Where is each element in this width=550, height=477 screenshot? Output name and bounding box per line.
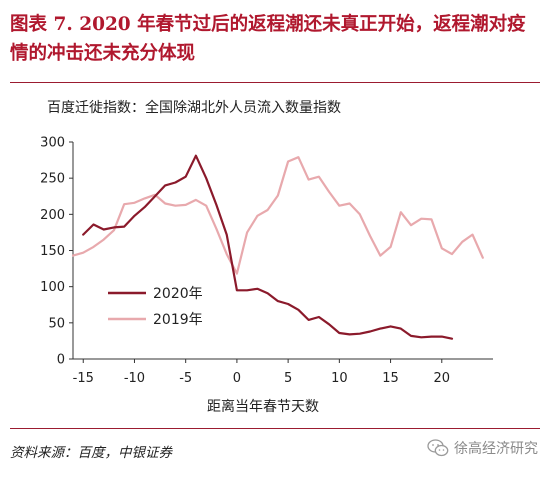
series-line-2019年	[71, 156, 484, 275]
x-tick-label: 10	[331, 371, 348, 386]
x-tick-label: 5	[284, 371, 292, 386]
x-tick-label: -5	[179, 371, 192, 386]
watermark-text: 徐高经济研究	[454, 441, 538, 457]
figure-title: 图表 7. 2020 年春节过后的返程潮还未真正开始，返程潮对疫情的冲击还未充分…	[10, 14, 526, 64]
x-tick-label: -10	[124, 371, 145, 386]
chart-legend: 2020年 2019年	[108, 286, 203, 328]
y-tick-label: 300	[40, 136, 65, 151]
chart-subtitle: 百度迁徙指数：全国除湖北外人员流入数量指数	[47, 100, 341, 116]
legend-label: 2019年	[153, 312, 203, 328]
source-note: 资料来源：百度，中银证券	[10, 445, 172, 461]
y-tick-label: 250	[40, 172, 65, 187]
chart-series	[71, 154, 484, 340]
footer-divider	[10, 428, 540, 429]
x-tick-label: -15	[73, 371, 94, 386]
y-tick-label: 150	[40, 244, 65, 259]
chart-axes	[72, 142, 493, 360]
x-tick-label: 15	[382, 371, 399, 386]
watermark: 徐高经济研究	[427, 438, 538, 458]
y-tick-label: 50	[48, 316, 65, 331]
chart-ticks: 0 50 100 150 200 250 300 -15 -10 -5 0 5 10 15 20	[40, 136, 450, 387]
series-line-2020年	[82, 154, 454, 340]
y-tick-label: 100	[40, 280, 65, 295]
y-tick-label: 200	[40, 208, 65, 223]
y-tick-label: 0	[57, 353, 65, 368]
x-tick-label: 20	[434, 371, 451, 386]
wechat-icon	[427, 439, 449, 457]
x-axis-title: 距离当年春节天数	[207, 398, 319, 415]
title-divider	[10, 82, 540, 83]
x-tick-label: 0	[233, 371, 241, 386]
legend-label: 2020年	[153, 286, 203, 302]
